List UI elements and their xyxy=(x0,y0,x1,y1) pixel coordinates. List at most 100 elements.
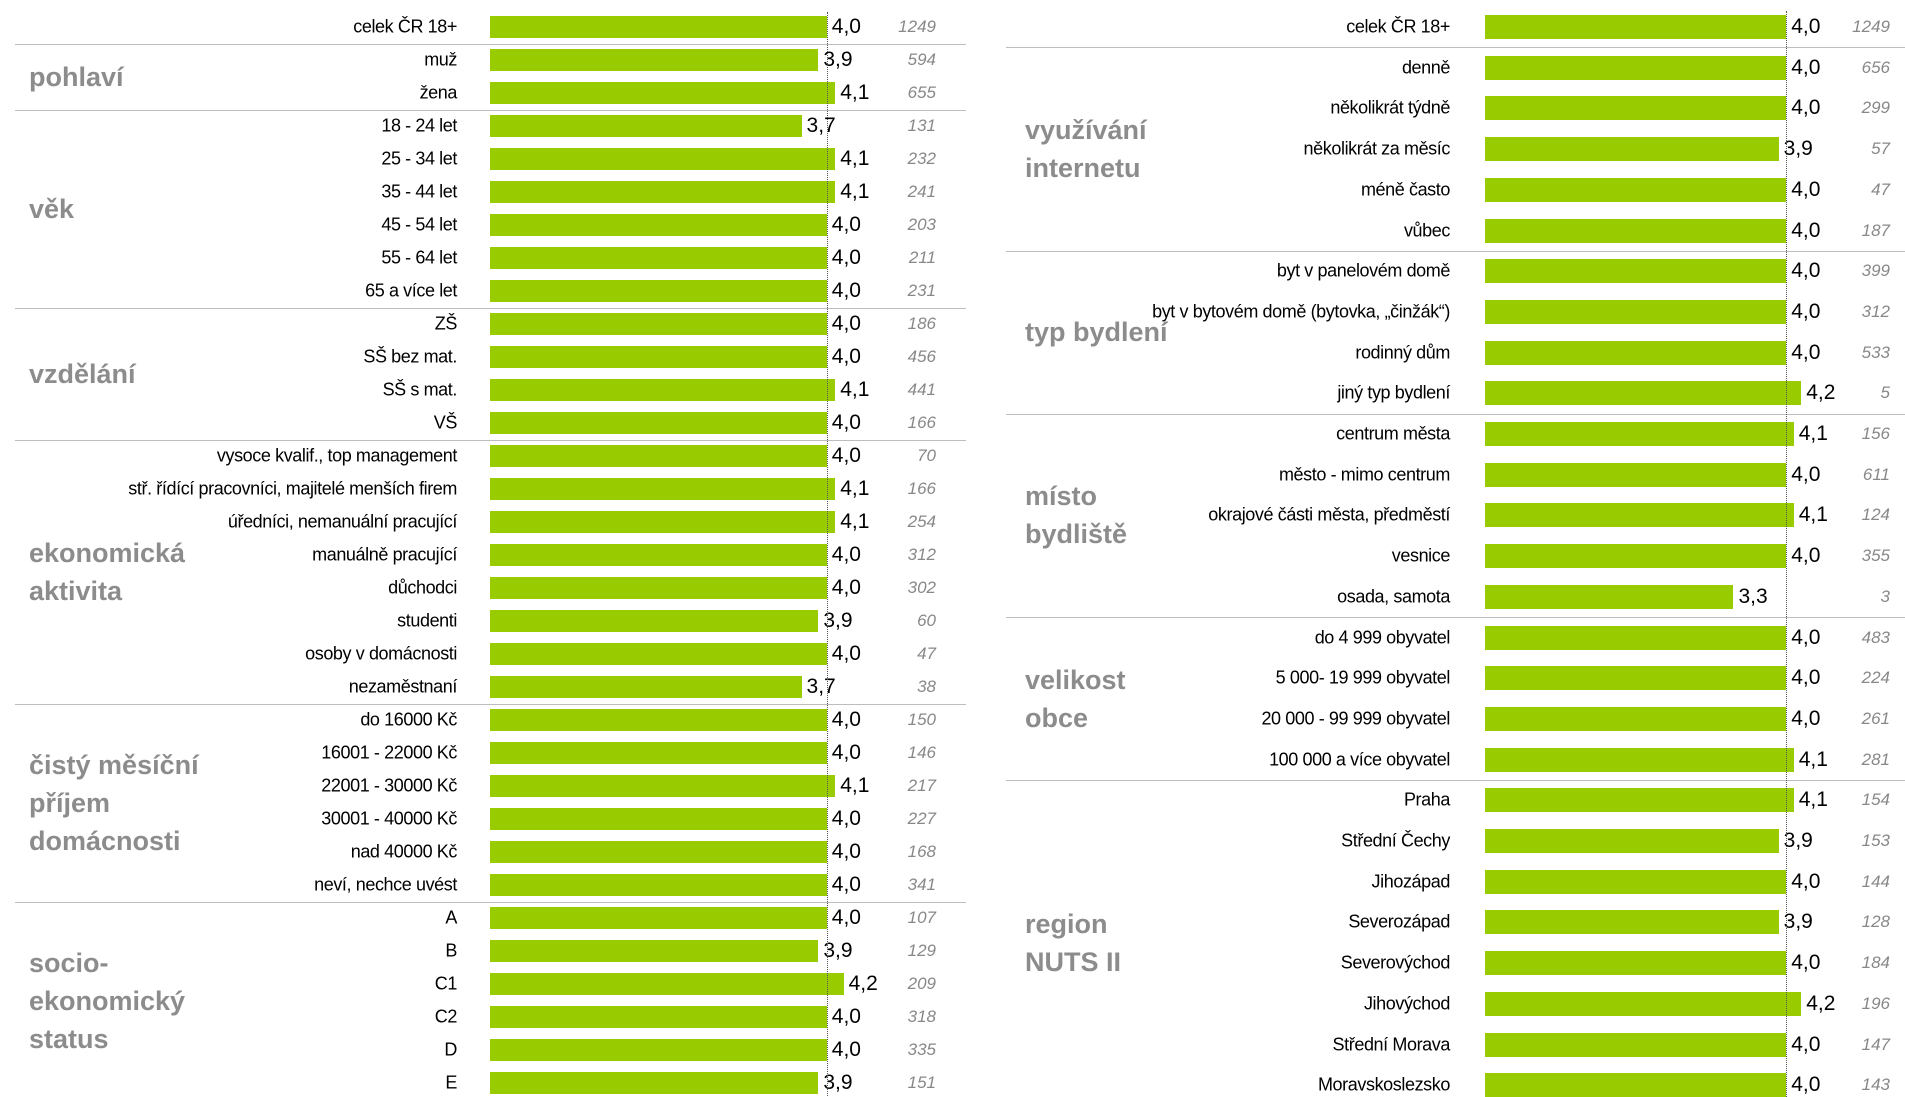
bar xyxy=(1485,625,1787,650)
value-label: 4,0 xyxy=(831,543,861,566)
count-label: 147 xyxy=(1861,1034,1890,1054)
category-label: vesnice xyxy=(1391,545,1451,566)
reference-line xyxy=(1786,11,1788,1097)
count-label: 232 xyxy=(907,149,936,168)
count-label: 231 xyxy=(907,281,936,300)
category-label: studenti xyxy=(397,610,457,631)
separator xyxy=(15,439,966,441)
value-label: 4,0 xyxy=(1791,177,1821,201)
category-label: stř. řídící pracovníci, majitelé menších… xyxy=(128,478,457,499)
count-label: 261 xyxy=(1861,708,1890,728)
category-label: Severovýchod xyxy=(1340,952,1451,973)
category-label: Severozápad xyxy=(1348,911,1450,932)
value-label: 3,9 xyxy=(1783,137,1813,161)
category-label: nad 40000 Kč xyxy=(350,841,458,862)
category-label: centrum města xyxy=(1336,423,1450,444)
bar xyxy=(490,874,827,896)
bar xyxy=(1485,340,1787,365)
group-label: ekonomická aktivita xyxy=(29,537,186,606)
value-label: 4,1 xyxy=(840,81,870,104)
bar xyxy=(1485,1032,1787,1057)
category-label: město - mimo centrum xyxy=(1278,464,1450,485)
bar xyxy=(490,82,836,104)
value-label: 4,0 xyxy=(1791,1032,1821,1056)
count-label: 399 xyxy=(1861,261,1890,281)
separator xyxy=(15,703,966,705)
count-label: 656 xyxy=(1861,57,1890,77)
separator xyxy=(1006,413,1905,415)
value-label: 4,0 xyxy=(1791,869,1821,893)
separator xyxy=(15,901,966,903)
value-label: 4,0 xyxy=(831,840,861,863)
value-label: 4,0 xyxy=(831,642,861,665)
value-label: 3,9 xyxy=(1783,910,1813,934)
category-label: rodinný dům xyxy=(1355,342,1450,363)
bar xyxy=(1485,259,1787,284)
value-label: 4,0 xyxy=(831,906,861,929)
count-label: 611 xyxy=(1862,464,1890,484)
separator xyxy=(15,307,966,309)
value-label: 4,0 xyxy=(831,1038,861,1061)
bar xyxy=(490,940,819,962)
value-label: 4,2 xyxy=(1806,381,1836,405)
category-label: 30001 - 40000 Kč xyxy=(321,808,457,829)
category-label: Jihozápad xyxy=(1371,871,1451,892)
category-label: C2 xyxy=(434,1006,458,1027)
count-label: 441 xyxy=(907,380,936,399)
value-label: 4,0 xyxy=(831,246,861,269)
count-label: 144 xyxy=(1861,871,1890,891)
count-label: 154 xyxy=(1861,790,1890,810)
count-label: 107 xyxy=(907,908,936,927)
count-label: 312 xyxy=(1861,301,1890,321)
category-label: E xyxy=(445,1072,457,1093)
category-label: byt v panelovém domě xyxy=(1276,260,1451,281)
value-label: 4,1 xyxy=(840,774,870,797)
count-label: 38 xyxy=(917,677,936,696)
count-label: 594 xyxy=(907,50,936,69)
separator xyxy=(15,43,966,45)
value-label: 3,7 xyxy=(806,675,836,698)
count-label: 129 xyxy=(907,941,936,960)
bar xyxy=(1485,422,1794,446)
bar xyxy=(490,148,836,170)
category-label: 16001 - 22000 Kč xyxy=(321,742,457,763)
value-label: 3,7 xyxy=(806,114,836,137)
value-label: 4,0 xyxy=(1791,340,1821,364)
category-label: vysoce kvalif., top management xyxy=(216,445,458,466)
category-label: manuálně pracující xyxy=(312,544,457,565)
bar xyxy=(1485,829,1779,853)
category-label: ZŠ xyxy=(434,313,458,334)
bar xyxy=(1485,55,1787,80)
count-label: 318 xyxy=(907,1007,936,1026)
count-label: 156 xyxy=(1861,424,1890,443)
value-label: 4,0 xyxy=(1791,951,1821,975)
value-label: 4,0 xyxy=(831,708,861,731)
value-label: 4,0 xyxy=(1791,462,1821,486)
category-label: Moravskoslezsko xyxy=(1317,1074,1450,1095)
category-label: SŠ bez mat. xyxy=(363,346,457,367)
bar xyxy=(1485,584,1734,609)
value-label: 3,9 xyxy=(823,609,853,632)
count-label: 211 xyxy=(908,248,936,267)
value-label: 4,1 xyxy=(840,510,870,533)
category-label: několikrát týdně xyxy=(1330,97,1450,118)
value-label: 4,0 xyxy=(1791,544,1821,568)
category-label: vůbec xyxy=(1403,220,1450,240)
bar xyxy=(490,775,836,797)
bar xyxy=(1485,788,1794,813)
bar xyxy=(490,907,827,929)
category-label: do 4 999 obyvatel xyxy=(1314,627,1451,647)
category-label: Jihovýchod xyxy=(1363,993,1450,1014)
bar xyxy=(490,808,827,830)
value-label: 4,0 xyxy=(1791,259,1821,283)
count-label: 655 xyxy=(907,83,936,102)
reference-line xyxy=(826,12,828,1096)
count-label: 153 xyxy=(1861,831,1890,850)
value-label: 4,1 xyxy=(840,180,870,203)
bar xyxy=(490,346,827,368)
category-label: osada, samota xyxy=(1337,586,1450,607)
count-label: 128 xyxy=(1861,912,1890,932)
value-label: 4,1 xyxy=(840,147,870,170)
value-label: 3,9 xyxy=(823,48,853,71)
bar xyxy=(490,445,827,467)
